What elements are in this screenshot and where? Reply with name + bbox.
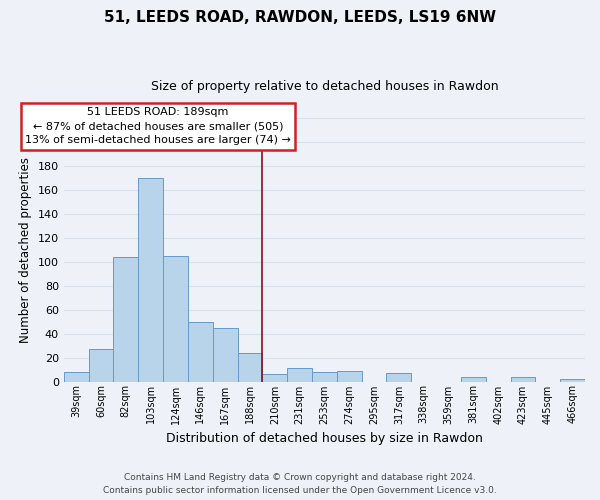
- X-axis label: Distribution of detached houses by size in Rawdon: Distribution of detached houses by size …: [166, 432, 483, 445]
- Bar: [113, 257, 138, 382]
- Bar: [89, 349, 113, 382]
- Bar: [163, 256, 188, 382]
- Bar: [138, 178, 163, 382]
- Bar: [461, 376, 486, 382]
- Text: Contains HM Land Registry data © Crown copyright and database right 2024.
Contai: Contains HM Land Registry data © Crown c…: [103, 474, 497, 495]
- Text: 51 LEEDS ROAD: 189sqm
← 87% of detached houses are smaller (505)
13% of semi-det: 51 LEEDS ROAD: 189sqm ← 87% of detached …: [25, 107, 291, 145]
- Title: Size of property relative to detached houses in Rawdon: Size of property relative to detached ho…: [151, 80, 498, 93]
- Bar: [386, 373, 411, 382]
- Bar: [64, 372, 89, 382]
- Bar: [238, 352, 262, 382]
- Bar: [213, 328, 238, 382]
- Bar: [312, 372, 337, 382]
- Text: 51, LEEDS ROAD, RAWDON, LEEDS, LS19 6NW: 51, LEEDS ROAD, RAWDON, LEEDS, LS19 6NW: [104, 10, 496, 25]
- Bar: [262, 374, 287, 382]
- Bar: [511, 376, 535, 382]
- Bar: [188, 322, 213, 382]
- Bar: [287, 368, 312, 382]
- Bar: [560, 379, 585, 382]
- Y-axis label: Number of detached properties: Number of detached properties: [19, 156, 32, 342]
- Bar: [337, 370, 362, 382]
